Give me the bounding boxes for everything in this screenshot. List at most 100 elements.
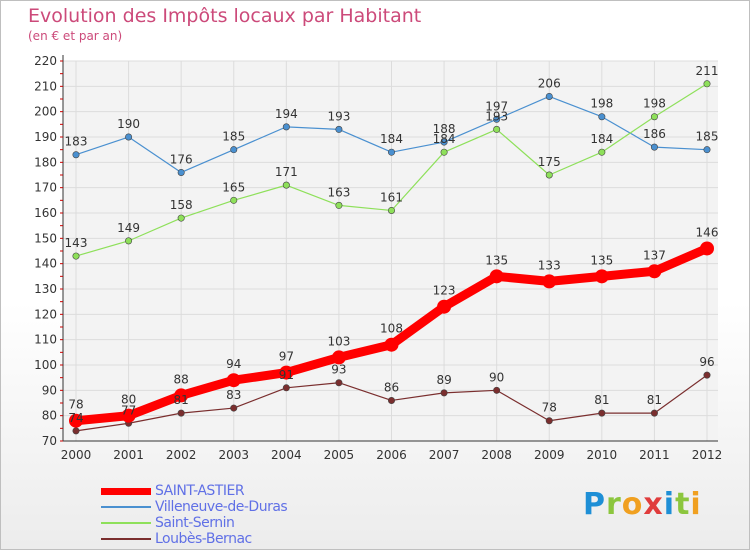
data-label: 135 <box>590 253 613 267</box>
y-tick-label: 140 <box>34 257 57 271</box>
data-label: 80 <box>121 393 136 407</box>
data-point <box>703 80 711 88</box>
legend-label: Saint-Sernin <box>155 515 235 531</box>
legend-swatch <box>101 522 151 524</box>
data-point <box>387 148 395 156</box>
y-tick-label: 180 <box>34 155 57 169</box>
data-label: 78 <box>542 401 557 415</box>
data-point <box>226 373 241 388</box>
x-tick-label: 2002 <box>166 448 197 462</box>
data-point <box>282 181 290 189</box>
data-point <box>125 133 133 141</box>
data-point <box>493 125 501 133</box>
y-tick-label: 110 <box>34 333 57 347</box>
data-point <box>545 171 553 179</box>
data-label: 184 <box>590 132 613 146</box>
data-point <box>647 264 662 279</box>
x-tick-label: 2001 <box>113 448 144 462</box>
data-label: 188 <box>433 122 456 136</box>
y-tick-label: 70 <box>42 434 57 448</box>
data-label: 163 <box>327 185 350 199</box>
y-tick-label: 200 <box>34 105 57 119</box>
data-point <box>440 389 448 397</box>
data-label: 190 <box>117 117 140 131</box>
logo-letter: o <box>621 487 644 522</box>
data-label: 81 <box>594 393 609 407</box>
y-tick-label: 190 <box>34 130 57 144</box>
data-label: 184 <box>380 132 403 146</box>
legend-swatch <box>101 487 151 495</box>
data-label: 193 <box>327 109 350 123</box>
data-point <box>282 384 290 392</box>
data-label: 74 <box>68 411 83 425</box>
data-point <box>489 269 504 284</box>
data-label: 89 <box>436 373 451 387</box>
data-label: 149 <box>117 221 140 235</box>
data-label: 77 <box>121 403 136 417</box>
x-tick-label: 2007 <box>429 448 460 462</box>
y-tick-label: 100 <box>34 358 57 372</box>
x-tick-label: 2009 <box>534 448 565 462</box>
data-point <box>440 138 448 146</box>
data-point <box>440 148 448 156</box>
legend-label: Villeneuve-de-Duras <box>155 499 288 515</box>
data-point <box>72 427 80 435</box>
data-point <box>598 409 606 417</box>
legend-item: Saint-Sernin <box>101 515 287 531</box>
x-tick-label: 2010 <box>587 448 618 462</box>
data-point <box>545 92 553 100</box>
data-label: 161 <box>380 190 403 204</box>
data-label: 78 <box>68 398 83 412</box>
proxiti-logo: Proxiti <box>583 487 702 522</box>
data-label: 211 <box>696 64 719 78</box>
data-label: 175 <box>538 155 561 169</box>
data-label: 185 <box>696 130 719 144</box>
data-label: 183 <box>65 135 88 149</box>
data-label: 185 <box>222 130 245 144</box>
data-label: 193 <box>485 109 508 123</box>
data-point <box>700 241 714 256</box>
data-point <box>493 386 501 394</box>
data-point <box>177 409 185 417</box>
legend-swatch <box>101 506 151 508</box>
data-point <box>279 365 294 380</box>
data-point <box>387 396 395 404</box>
data-label: 146 <box>696 225 719 239</box>
data-point <box>545 417 553 425</box>
data-label: 184 <box>433 132 456 146</box>
data-label: 83 <box>226 388 241 402</box>
data-point <box>72 252 80 260</box>
data-point <box>125 237 133 245</box>
logo-letter: r <box>606 487 622 522</box>
x-tick-label: 2005 <box>324 448 355 462</box>
data-point <box>69 413 83 428</box>
data-point <box>493 115 501 123</box>
data-label: 143 <box>65 236 88 250</box>
data-label: 135 <box>485 253 508 267</box>
data-point <box>335 201 343 209</box>
y-tick-label: 90 <box>42 383 57 397</box>
data-point <box>282 123 290 131</box>
data-label: 171 <box>275 165 298 179</box>
x-tick-label: 2012 <box>692 448 723 462</box>
logo-letter: P <box>583 487 606 522</box>
data-label: 198 <box>590 97 613 111</box>
data-label: 186 <box>643 127 666 141</box>
y-tick-label: 160 <box>34 206 57 220</box>
legend-item: Villeneuve-de-Duras <box>101 499 288 515</box>
x-tick-label: 2000 <box>61 448 92 462</box>
data-point <box>177 168 185 176</box>
data-point <box>335 379 343 387</box>
chart-legend: SAINT-ASTIER Villeneuve-de-Duras Saint-Ser… <box>101 483 288 547</box>
x-tick-label: 2003 <box>218 448 249 462</box>
x-tick-label: 2004 <box>271 448 302 462</box>
chart-subtitle: (en € et par an) <box>28 29 123 43</box>
y-tick-label: 130 <box>34 282 57 296</box>
data-label: 94 <box>226 357 241 371</box>
data-point <box>437 299 452 314</box>
data-label: 158 <box>170 198 193 212</box>
plot-area <box>63 61 718 441</box>
legend-item: Loubès-Bernac <box>101 531 287 547</box>
